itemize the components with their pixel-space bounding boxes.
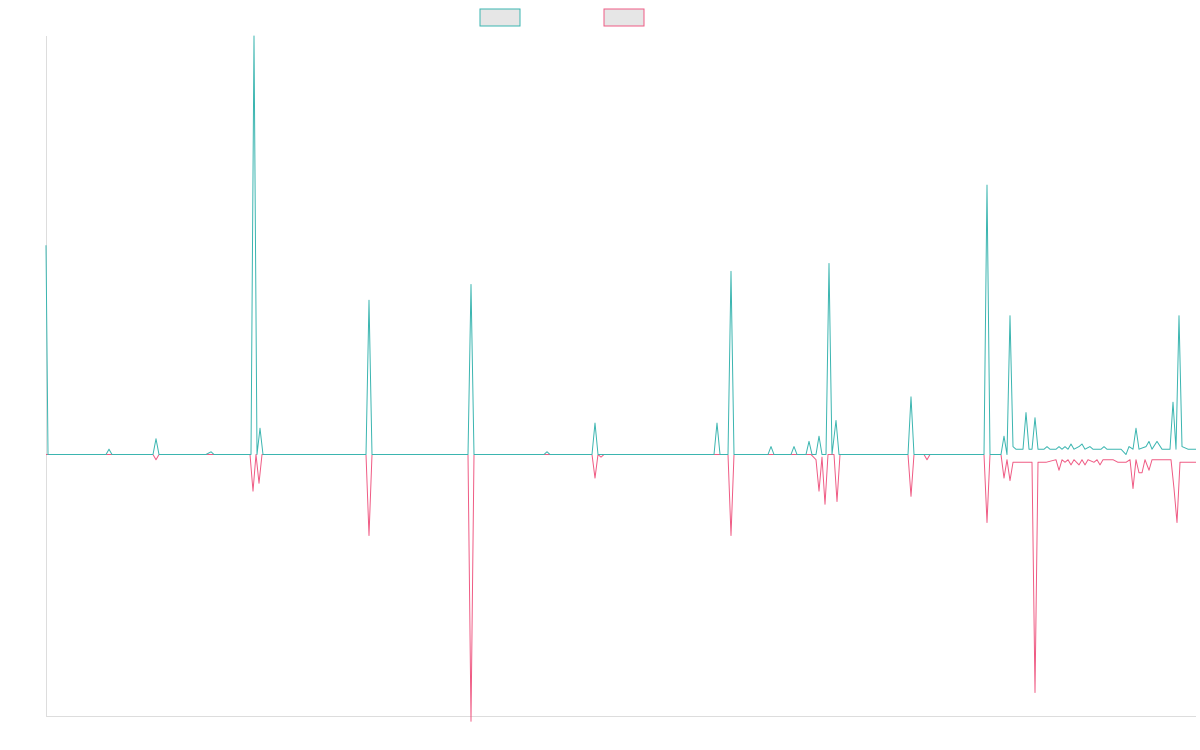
series-b-line bbox=[46, 454, 1196, 722]
legend-swatch-series-b[interactable] bbox=[603, 8, 645, 27]
legend bbox=[479, 8, 645, 27]
axes bbox=[46, 36, 1196, 717]
plot-area bbox=[45, 35, 1196, 722]
legend-swatch-series-a[interactable] bbox=[479, 8, 521, 27]
series-a-line bbox=[45, 35, 1196, 455]
